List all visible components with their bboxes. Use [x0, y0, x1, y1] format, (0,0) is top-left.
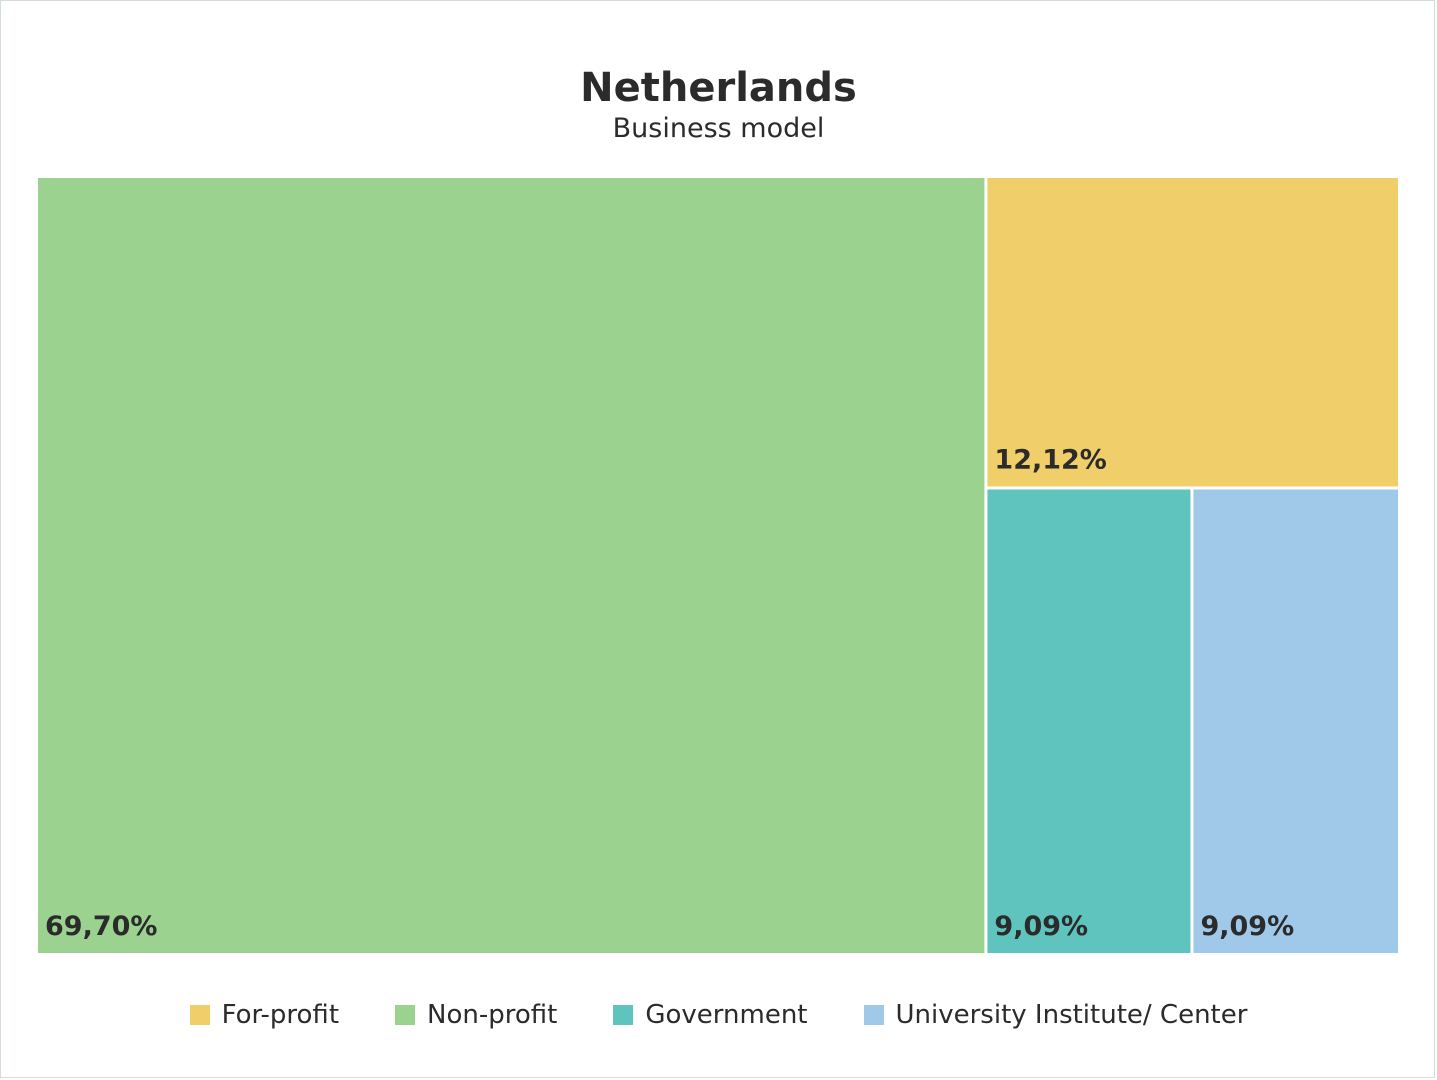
legend-swatch-government	[613, 1005, 634, 1025]
treemap-tile-government	[987, 489, 1191, 953]
legend-swatch-university	[863, 1005, 884, 1025]
treemap-label-government: 9,09%	[994, 911, 1088, 942]
treemap-label-for-profit: 12,12%	[994, 445, 1106, 476]
legend-item-university: University Institute/ Center	[863, 1000, 1248, 1030]
legend-item-government: Government	[613, 1000, 808, 1030]
chart-subtitle: Business model	[612, 113, 825, 144]
treemap-tile-university-institute-center	[1193, 489, 1398, 953]
legend-label-university: University Institute/ Center	[895, 1000, 1248, 1030]
legend-swatch-non-profit	[395, 1005, 416, 1025]
legend-label-for-profit: For-profit	[221, 1000, 340, 1030]
treemap-label-university-institute-center: 9,09%	[1200, 911, 1294, 942]
treemap-label-non-profit: 69,70%	[45, 911, 157, 942]
legend: For-profit Non-profit Government Univers…	[0, 1000, 1437, 1030]
legend-swatch-for-profit	[189, 1005, 210, 1025]
legend-item-for-profit: For-profit	[189, 1000, 340, 1030]
legend-label-non-profit: Non-profit	[427, 1000, 558, 1030]
treemap-tile-non-profit	[38, 178, 985, 953]
treemap-tile-for-profit	[987, 178, 1398, 487]
legend-label-government: Government	[645, 1000, 808, 1030]
chart-title: Netherlands	[580, 65, 857, 111]
legend-item-non-profit: Non-profit	[395, 1000, 557, 1030]
